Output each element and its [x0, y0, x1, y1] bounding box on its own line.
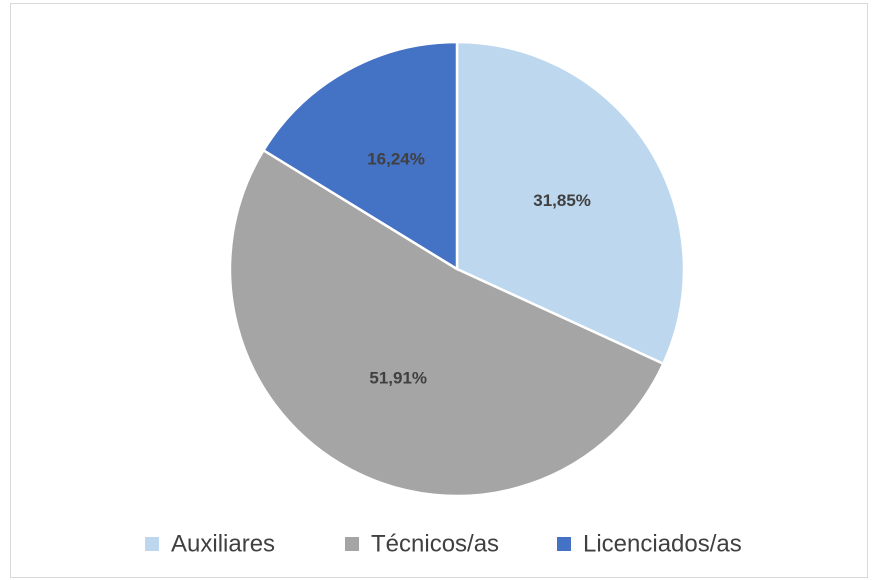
data-label: 16,24%: [367, 150, 425, 169]
legend-label: Auxiliares: [171, 530, 275, 557]
data-label: 31,85%: [533, 191, 591, 210]
data-label: 51,91%: [369, 369, 427, 388]
legend-swatch: [345, 537, 359, 551]
pie-slice: [228, 148, 665, 498]
legend-swatch: [145, 537, 159, 551]
pie-slice: [455, 40, 686, 366]
legend-label: Técnicos/as: [371, 530, 499, 557]
legend-swatch: [557, 537, 571, 551]
legend-label: Licenciados/as: [583, 530, 742, 557]
pie-slice: [261, 40, 459, 272]
